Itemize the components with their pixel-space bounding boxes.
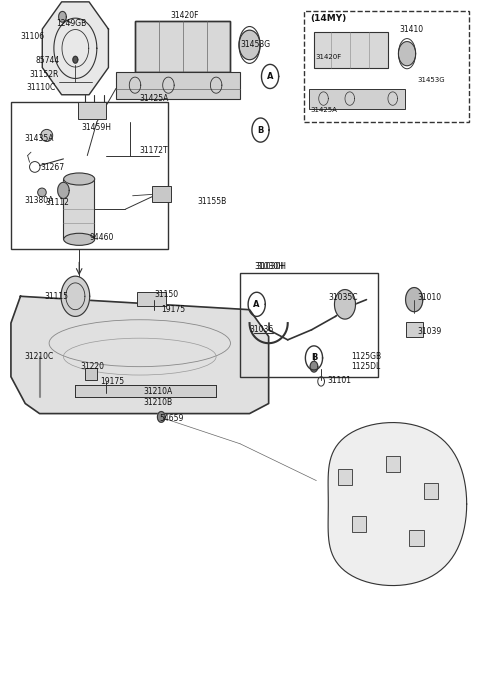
Bar	[314, 32, 388, 69]
Polygon shape	[398, 42, 416, 66]
Bar	[309, 89, 405, 108]
Text: 19175: 19175	[101, 377, 125, 386]
Text: 19175: 19175	[161, 305, 185, 314]
Bar	[135, 22, 230, 72]
Bar	[352, 516, 366, 532]
Bar	[78, 102, 107, 118]
Text: 31420F: 31420F	[171, 11, 199, 20]
Text: 31267: 31267	[40, 163, 65, 172]
Text: 31172T: 31172T	[140, 145, 168, 155]
Bar	[11, 102, 168, 250]
Text: 31210B: 31210B	[144, 398, 173, 406]
Text: 31035C: 31035C	[328, 293, 358, 302]
Polygon shape	[61, 276, 90, 316]
Text: 31210A: 31210A	[144, 387, 173, 396]
Text: B: B	[311, 353, 317, 363]
Text: 85744: 85744	[36, 56, 60, 65]
Text: A: A	[253, 300, 260, 309]
Bar	[304, 11, 469, 122]
Text: 31106: 31106	[21, 32, 45, 41]
Bar	[406, 322, 423, 336]
Text: 31453G: 31453G	[418, 77, 445, 83]
Text: 31380A: 31380A	[24, 196, 54, 205]
Polygon shape	[328, 423, 467, 586]
Text: 1125GB: 1125GB	[351, 352, 381, 361]
Text: 31435A: 31435A	[24, 135, 54, 143]
Text: (14MY): (14MY)	[311, 13, 347, 23]
Text: 31150: 31150	[154, 291, 178, 299]
Polygon shape	[310, 361, 318, 372]
Text: 31030H: 31030H	[257, 262, 287, 271]
Polygon shape	[11, 296, 269, 414]
Text: 31459H: 31459H	[82, 123, 111, 132]
Ellipse shape	[64, 234, 95, 246]
Text: 31210C: 31210C	[24, 352, 54, 361]
Bar	[137, 291, 166, 306]
Bar	[424, 483, 438, 499]
Text: 31453G: 31453G	[240, 40, 270, 49]
Bar	[116, 72, 240, 98]
Polygon shape	[335, 289, 356, 319]
Bar	[338, 469, 352, 485]
Bar	[385, 456, 400, 472]
Text: 31030H: 31030H	[254, 262, 284, 271]
Bar	[135, 22, 230, 72]
Polygon shape	[58, 182, 69, 199]
Bar	[75, 385, 216, 397]
Ellipse shape	[37, 188, 46, 197]
Polygon shape	[59, 11, 66, 22]
Polygon shape	[239, 30, 260, 60]
Text: 31036: 31036	[250, 325, 274, 334]
Text: 94460: 94460	[90, 233, 114, 242]
Text: 31220: 31220	[80, 362, 104, 371]
Ellipse shape	[41, 129, 53, 141]
Polygon shape	[42, 2, 108, 95]
Text: 31112: 31112	[46, 198, 70, 207]
Text: 31039: 31039	[418, 326, 442, 336]
Bar	[152, 186, 171, 203]
Text: 54659: 54659	[159, 414, 183, 423]
Text: 1249GB: 1249GB	[56, 19, 86, 28]
Text: 31425A: 31425A	[311, 107, 337, 113]
Bar	[63, 179, 95, 240]
Text: 31010: 31010	[418, 293, 442, 302]
Text: 31410: 31410	[400, 25, 424, 34]
Bar	[85, 368, 97, 380]
Polygon shape	[157, 412, 165, 422]
Text: 1125DL: 1125DL	[351, 362, 380, 371]
Text: 31101: 31101	[327, 376, 351, 384]
Text: 31110C: 31110C	[26, 83, 56, 92]
Text: 31152R: 31152R	[29, 70, 59, 79]
Text: 31425A: 31425A	[140, 94, 169, 103]
Bar	[240, 273, 378, 377]
Bar	[75, 385, 216, 397]
Text: B: B	[257, 126, 264, 135]
Text: 31155B: 31155B	[197, 197, 226, 206]
Text: 31420F: 31420F	[315, 54, 342, 60]
Ellipse shape	[64, 173, 95, 185]
Bar	[409, 530, 424, 546]
Polygon shape	[73, 57, 78, 63]
Polygon shape	[406, 287, 423, 312]
Text: A: A	[267, 72, 273, 81]
Text: 31115: 31115	[44, 292, 68, 301]
